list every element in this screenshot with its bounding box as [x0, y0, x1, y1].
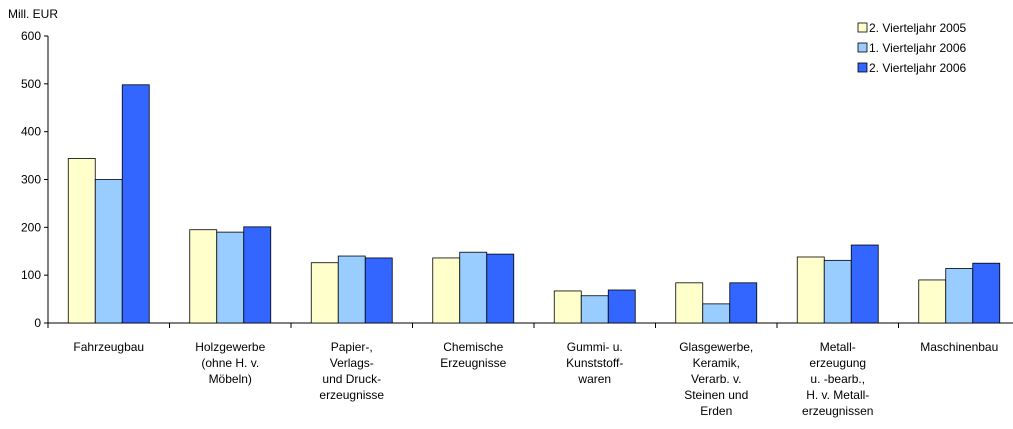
legend-label: 2. Vierteljahr 2006 [869, 61, 967, 75]
x-tick-label: Kunststoff- [566, 356, 623, 370]
legend-label: 2. Vierteljahr 2005 [869, 21, 967, 35]
bar [580, 295, 609, 324]
x-tick-label: u. -bearb., [810, 372, 865, 386]
y-tick-label: 200 [21, 220, 41, 234]
bar [337, 255, 366, 324]
legend-swatch [857, 42, 868, 53]
bar [823, 259, 852, 324]
y-tick-label: 0 [34, 316, 41, 330]
bar [189, 229, 218, 324]
y-tick-label: 400 [21, 125, 41, 139]
x-tick-label: Steinen und [684, 388, 748, 402]
bar [243, 226, 272, 324]
x-tick-label: Maschinenbau [920, 340, 998, 354]
x-tick-label: und Druck- [322, 372, 381, 386]
x-tick-label: Glasgewerbe, [679, 340, 753, 354]
bar [432, 257, 461, 324]
bar [945, 268, 974, 324]
x-tick-label: Keramik, [693, 356, 740, 370]
x-tick-label: waren [577, 372, 611, 386]
x-tick-label: Möbeln) [209, 372, 252, 386]
bar [972, 262, 1001, 324]
bar [675, 282, 704, 324]
bar [67, 158, 96, 324]
x-tick-label: Fahrzeugbau [73, 340, 144, 354]
x-tick-label: Erden [700, 404, 732, 418]
bar [729, 282, 758, 324]
y-tick-label: 300 [21, 173, 41, 187]
bar [553, 290, 582, 324]
x-tick-label: erzeugnissen [802, 404, 873, 418]
legend-swatch [857, 62, 868, 73]
y-tick-label: 100 [21, 268, 41, 282]
x-tick-label: Verlags- [330, 356, 374, 370]
y-tick-label: 600 [21, 29, 41, 43]
y-axis-label: Mill. EUR [8, 7, 58, 21]
x-tick-label: Papier-, [331, 340, 373, 354]
x-tick-label: Holzgewerbe [195, 340, 265, 354]
x-tick-label: Verarb. v. [691, 372, 741, 386]
bar [796, 256, 825, 324]
x-tick-label: Chemische [443, 340, 503, 354]
bar [702, 303, 731, 324]
bar [607, 289, 636, 324]
x-tick-label: (ohne H. v. [201, 356, 259, 370]
bar [486, 253, 515, 324]
x-tick-label: Gummi- u. [567, 340, 623, 354]
legend-label: 1. Vierteljahr 2006 [869, 41, 967, 55]
legend-swatch [857, 22, 868, 33]
bar [364, 257, 393, 324]
bar [310, 262, 339, 324]
bar [94, 179, 123, 324]
bar [918, 279, 947, 324]
x-tick-label: H. v. Metall- [806, 388, 869, 402]
bar [459, 251, 488, 324]
y-tick-label: 500 [21, 77, 41, 91]
x-tick-label: Erzeugnisse [440, 356, 506, 370]
bar [850, 244, 879, 324]
bar [121, 84, 150, 324]
x-tick-label: Metall- [820, 340, 856, 354]
x-tick-label: erzeugung [809, 356, 866, 370]
x-tick-label: erzeugnisse [319, 388, 384, 402]
bar [216, 231, 245, 324]
